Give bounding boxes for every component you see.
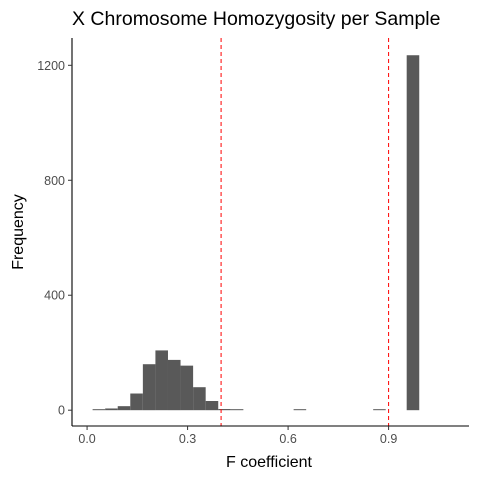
y-axis-ticks: 0 400 800 1200 [37, 59, 72, 418]
histogram-bar-12 [293, 409, 307, 411]
x-axis-title: F coefficient [226, 454, 313, 471]
x-tick-label-0: 0.0 [78, 432, 95, 446]
chart-title: X Chromosome Homozygosity per Sample [72, 8, 440, 30]
histogram-bar-0 [92, 409, 106, 411]
x-axis-ticks: 0.0 0.3 0.6 0.9 [78, 426, 397, 446]
histogram-bar-1 [105, 408, 118, 411]
histogram-bar-8 [193, 387, 206, 411]
histogram-bar-10 [218, 409, 231, 411]
reference-lines [220, 38, 390, 426]
histogram-bar-7 [180, 365, 194, 411]
y-tick-label-3: 1200 [37, 59, 65, 73]
histogram-bar-6 [167, 359, 181, 411]
y-tick-label-0: 0 [58, 404, 65, 418]
histogram-bar-13 [373, 409, 386, 411]
x-tick-label-1: 0.3 [179, 432, 196, 446]
histogram-bars [92, 55, 420, 411]
y-tick-label-2: 800 [44, 174, 65, 188]
x-tick-label-2: 0.6 [279, 432, 296, 446]
histogram-bar-2 [117, 406, 131, 411]
y-axis-title: Frequency [10, 194, 27, 270]
y-tick-label-1: 400 [44, 289, 65, 303]
x-tick-label-3: 0.9 [380, 432, 397, 446]
histogram-bar-11 [230, 409, 244, 411]
histogram-bar-14 [406, 55, 420, 411]
histogram-bar-4 [142, 364, 156, 411]
histogram-bar-5 [155, 350, 168, 411]
histogram-bar-3 [130, 393, 143, 411]
histogram-bar-9 [205, 401, 219, 411]
